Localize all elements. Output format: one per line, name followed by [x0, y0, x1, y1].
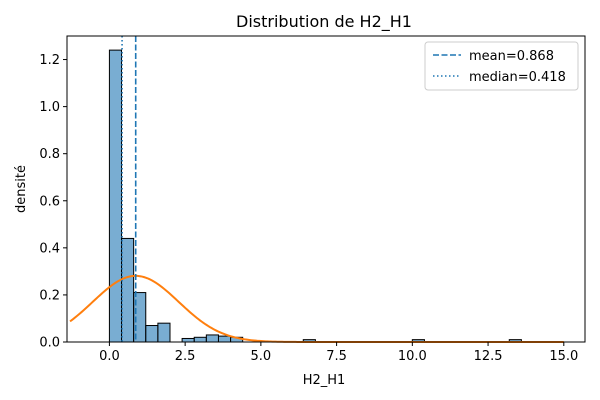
y-axis-label: densité	[14, 165, 29, 213]
x-tick-label: 0.0	[99, 349, 120, 364]
x-tick-label: 12.5	[474, 349, 503, 364]
x-tick-label: 15.0	[549, 349, 578, 364]
histogram-bar	[108, 49, 123, 343]
x-axis-ticks: 0.0 2.5 5.0 7.5 10.0 12.5 15.0	[99, 342, 578, 364]
y-axis-ticks: 0.0 0.2 0.4 0.6 0.8 1.0 1.2	[39, 53, 67, 351]
histogram-bar	[121, 237, 135, 343]
y-tick-label: 0.6	[39, 194, 60, 209]
plot-frame	[66, 35, 586, 343]
y-tick-label: 1.0	[39, 100, 60, 115]
legend-box	[424, 41, 579, 91]
y-tick-label: 0.4	[39, 241, 60, 256]
chart-title: Distribution de H2_H1	[236, 12, 412, 32]
histogram-bar	[145, 325, 159, 343]
x-tick-label: 10.0	[398, 349, 427, 364]
x-tick-label: 2.5	[175, 349, 196, 364]
x-tick-label: 5.0	[251, 349, 272, 364]
histogram-bar	[181, 337, 195, 343]
y-tick-label: 1.2	[39, 53, 60, 68]
reference-lines	[121, 36, 137, 342]
histogram-bar	[217, 335, 232, 343]
histogram-bar	[157, 322, 171, 343]
y-tick-label: 0.2	[39, 288, 60, 303]
x-tick-label: 7.5	[326, 349, 347, 364]
legend: mean=0.868 median=0.418	[424, 41, 579, 91]
histogram-bar	[205, 334, 219, 343]
legend-mean-label: mean=0.868	[469, 49, 554, 64]
y-tick-label: 0.8	[39, 147, 60, 162]
legend-median-label: median=0.418	[469, 70, 566, 85]
x-axis-label: H2_H1	[303, 373, 346, 388]
y-tick-label: 0.0	[39, 336, 60, 351]
histogram-bars	[108, 49, 522, 343]
histogram-bar	[193, 336, 207, 343]
